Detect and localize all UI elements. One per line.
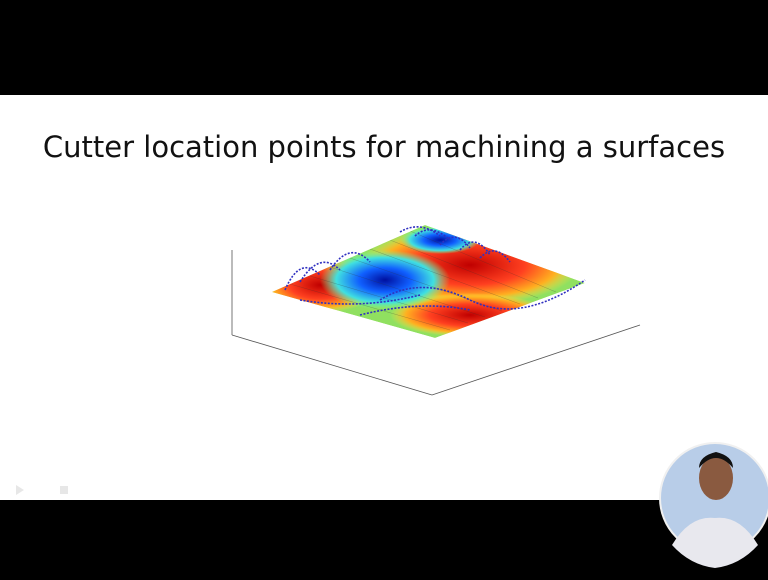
play-icon[interactable] <box>16 485 24 495</box>
menu-icon[interactable] <box>60 486 68 494</box>
player-controls <box>0 0 768 580</box>
video-frame: Cutter location points for machining a s… <box>0 0 768 580</box>
